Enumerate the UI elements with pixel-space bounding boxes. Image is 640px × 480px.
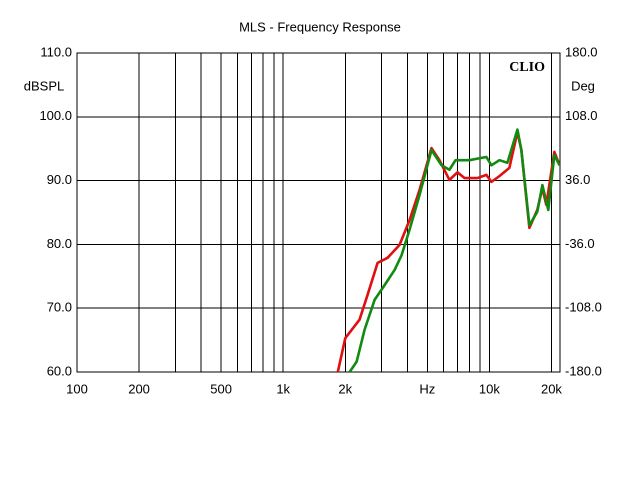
y-tick-label: 70.0 [47,300,72,315]
y-tick-label: 110.0 [40,44,72,59]
y2-axis-label: Deg [571,78,595,93]
y-tick-label: 90.0 [47,172,72,187]
x-axis-label: Hz [419,381,435,396]
clio-annotation: CLIO [509,60,545,75]
y2-tick-label: 108.0 [565,108,598,123]
chart-title: MLS - Frequency Response [239,19,401,34]
series-line [348,128,560,372]
plot-lines [336,128,560,372]
y-tick-label: 100.0 [39,108,72,123]
x-tick-label: 100 [66,381,88,396]
y-tick-label: 60.0 [47,363,72,378]
x-tick-label: 1k [276,381,290,396]
y2-tick-label: -108.0 [565,300,602,315]
y2-tick-label: -180.0 [565,363,602,378]
x-tick-label: 200 [128,381,150,396]
x-tick-label: 20k [541,381,562,396]
y-axis-label: dBSPL [24,78,64,93]
x-tick-label: 10k [479,381,500,396]
y2-tick-label: 180.0 [565,44,598,59]
y2-tick-label: 36.0 [565,172,590,187]
x-tick-label: 500 [210,381,232,396]
y2-tick-label: -36.0 [565,236,595,251]
x-tick-label: 2k [338,381,352,396]
plot-frame [76,52,561,373]
y-tick-label: 80.0 [47,236,72,251]
